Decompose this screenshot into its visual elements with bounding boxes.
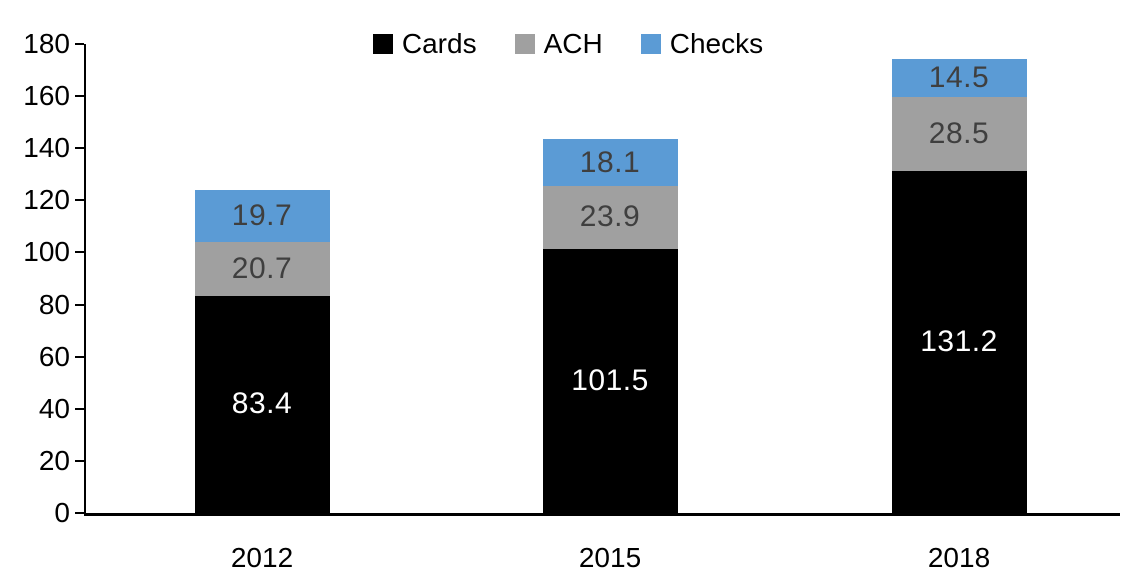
y-axis-tick (75, 95, 84, 98)
y-axis-tick (75, 199, 84, 202)
x-axis-line (84, 513, 1120, 516)
bar-segment-2012-cards: 83.4 (194, 295, 330, 513)
x-axis-category-label: 2015 (578, 542, 642, 573)
y-axis-tick-label: 40 (38, 392, 70, 424)
y-axis-tick-label: 100 (23, 236, 70, 268)
bar-segment-2015-checks: 18.1 (542, 139, 678, 187)
legend-item-ach: ACH (514, 28, 603, 59)
bar-segment-2015-cards: 101.5 (542, 248, 678, 513)
y-axis-line (84, 44, 86, 516)
legend-swatch-checks (640, 34, 661, 54)
bar-value-label: 28.5 (928, 117, 990, 151)
bar-value-label: 131.2 (920, 325, 998, 359)
y-axis-tick-label: 80 (38, 288, 70, 320)
chart-legend: Cards ACH Checks (0, 30, 1136, 58)
y-axis-tick-label: 0 (54, 497, 70, 528)
legend-label: ACH (543, 28, 603, 59)
y-axis-tick-label: 160 (23, 80, 70, 112)
x-axis-category-label: 2012 (230, 542, 294, 573)
y-axis-tick (75, 251, 84, 254)
legend-swatch-cards (372, 34, 393, 54)
y-axis-tick-label: 180 (23, 28, 70, 59)
y-axis-tick (75, 512, 84, 514)
y-axis-tick (75, 407, 84, 410)
y-axis-tick-label: 140 (23, 132, 70, 164)
bar-segment-2012-checks: 19.7 (194, 190, 330, 242)
legend-swatch-ach (514, 34, 535, 54)
bar-value-label: 101.5 (571, 363, 649, 397)
y-axis-tick (75, 147, 84, 150)
bar-segment-2015-ach: 23.9 (542, 186, 678, 249)
y-axis-tick (75, 43, 84, 45)
bar-segment-2018-cards: 131.2 (891, 171, 1027, 513)
bar-value-label: 83.4 (231, 387, 293, 421)
bar-segment-2018-ach: 28.5 (891, 96, 1027, 172)
bar-value-label: 19.7 (231, 199, 293, 233)
y-axis-tick-label: 20 (38, 444, 70, 476)
legend-item-cards: Cards (372, 28, 477, 59)
y-axis-tick (75, 355, 84, 358)
bar-segment-2012-ach: 20.7 (194, 241, 330, 296)
y-axis-tick-label: 60 (38, 340, 70, 372)
legend-label: Checks (669, 28, 764, 59)
bar-value-label: 23.9 (579, 200, 641, 234)
y-axis-tick-label: 120 (23, 184, 70, 216)
bar-value-label: 20.7 (231, 251, 293, 285)
x-axis-category-label: 2018 (927, 542, 991, 573)
y-axis-tick (75, 459, 84, 462)
bar-segment-2018-checks: 14.5 (891, 59, 1027, 97)
bar-value-label: 14.5 (928, 60, 990, 94)
legend-item-checks: Checks (640, 28, 764, 59)
legend-label: Cards (401, 28, 477, 59)
y-axis-tick (75, 303, 84, 306)
bar-value-label: 18.1 (579, 145, 641, 179)
